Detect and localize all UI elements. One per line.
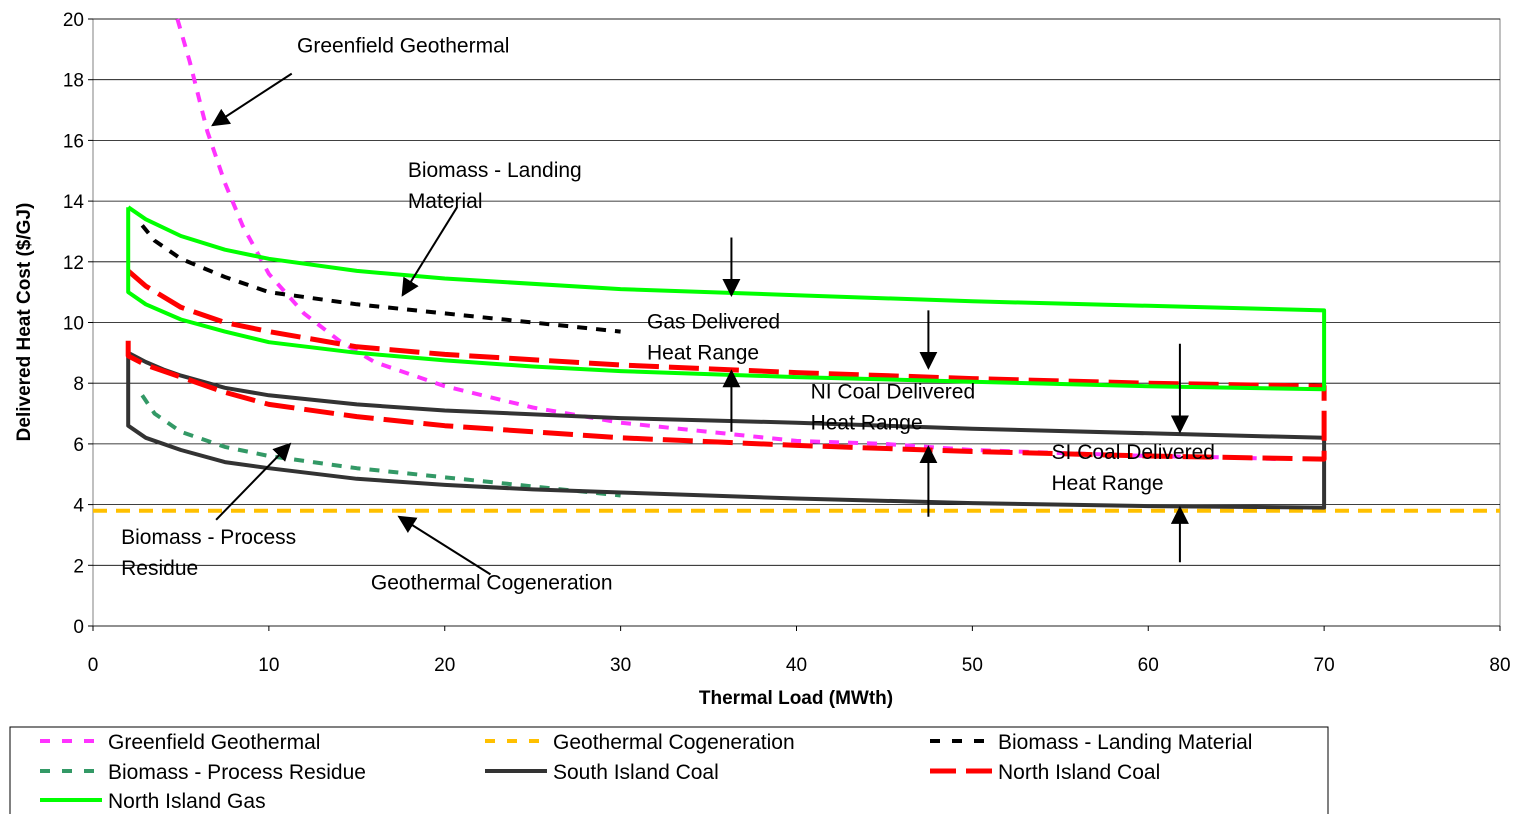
annotation-line: Residue: [121, 557, 198, 580]
annotation-line: NI Coal Delivered: [811, 380, 976, 403]
x-axis-title: Thermal Load (MWth): [699, 688, 893, 709]
y-tick-label: 8: [73, 374, 84, 395]
y-tick-label: 2: [73, 556, 84, 577]
annotation-line: Heat Range: [647, 342, 759, 365]
y-tick-label: 16: [63, 131, 84, 152]
series-line-south-island-coal: [126, 351, 1327, 510]
series-line-biomass-process-residue: [140, 394, 621, 498]
series-line-north-island-coal: [125, 269, 1327, 462]
legend-label: South Island Coal: [553, 761, 719, 784]
legend-label: Geothermal Cogeneration: [553, 731, 795, 754]
series-line-biomass-landing-material: [140, 224, 621, 334]
x-axis-ticks: 0 10 20 30 40 50 60 70 80: [88, 626, 1511, 676]
annotation-label: SI Coal Delivered Heat Range: [1052, 441, 1215, 495]
y-tick-label: 4: [73, 496, 84, 517]
annotation-line: SI Coal Delivered: [1052, 441, 1215, 464]
annotation-arrows: [211, 72, 1189, 576]
annotation-line: Greenfield Geothermal: [297, 34, 509, 57]
annotation-line: Biomass - Landing: [408, 159, 582, 182]
annotation-line: Biomass - Process: [121, 526, 296, 549]
y-tick-label: 10: [63, 314, 84, 335]
y-tick-label: 0: [73, 617, 84, 638]
x-tick-label: 40: [786, 655, 807, 676]
y-tick-label: 14: [63, 192, 85, 213]
annotation-arrow: [401, 206, 458, 297]
annotation-line: Material: [408, 190, 483, 213]
y-tick-label: 20: [63, 10, 84, 31]
x-tick-label: 20: [434, 655, 455, 676]
y-axis-ticks: 0 2 4 6 8 10 12 14 16 18 20: [63, 10, 93, 638]
legend-label: Biomass - Process Residue: [108, 761, 366, 784]
y-tick-label: 18: [63, 71, 84, 92]
series-line-greenfield-geothermal: [175, 18, 1281, 462]
gridlines: [93, 18, 1500, 627]
legend: Greenfield Geothermal Geothermal Cogenera…: [9, 726, 1329, 814]
x-tick-label: 60: [1138, 655, 1159, 676]
annotation-label: Geothermal Cogeneration: [371, 572, 613, 595]
y-axis-title: Delivered Heat Cost ($/GJ): [14, 203, 35, 442]
annotation-arrow: [397, 515, 492, 576]
x-tick-label: 70: [1314, 655, 1335, 676]
annotation-line: Gas Delivered: [647, 311, 780, 334]
legend-label: North Island Coal: [998, 761, 1160, 784]
annotation-label: Biomass - Landing Material: [408, 159, 582, 213]
annotation-line: Heat Range: [811, 411, 923, 434]
annotation-label: Gas Delivered Heat Range: [647, 311, 780, 365]
legend-label: Greenfield Geothermal: [108, 731, 320, 754]
legend-label: Biomass - Landing Material: [998, 731, 1252, 754]
legend-label: North Island Gas: [108, 790, 266, 813]
legend-box: [9, 726, 1329, 814]
annotation-label: NI Coal Delivered Heat Range: [811, 380, 976, 434]
x-tick-label: 0: [88, 655, 99, 676]
annotation-label: Greenfield Geothermal: [297, 34, 509, 57]
x-tick-label: 50: [962, 655, 983, 676]
annotation-arrow: [215, 442, 292, 521]
series-lines: [93, 18, 1500, 513]
annotation-labels: Greenfield Geothermal Biomass - Landing Ma…: [121, 34, 1215, 594]
annotation-line: Geothermal Cogeneration: [371, 572, 613, 595]
annotation-line: Heat Range: [1052, 472, 1164, 495]
y-tick-label: 12: [63, 253, 84, 274]
x-tick-label: 10: [258, 655, 279, 676]
x-tick-label: 80: [1489, 655, 1510, 676]
x-tick-label: 30: [610, 655, 631, 676]
y-tick-label: 6: [73, 435, 84, 456]
annotation-label: Biomass - Process Residue: [121, 526, 296, 580]
series-line-north-island-gas: [126, 205, 1327, 392]
annotation-arrow: [211, 72, 293, 127]
